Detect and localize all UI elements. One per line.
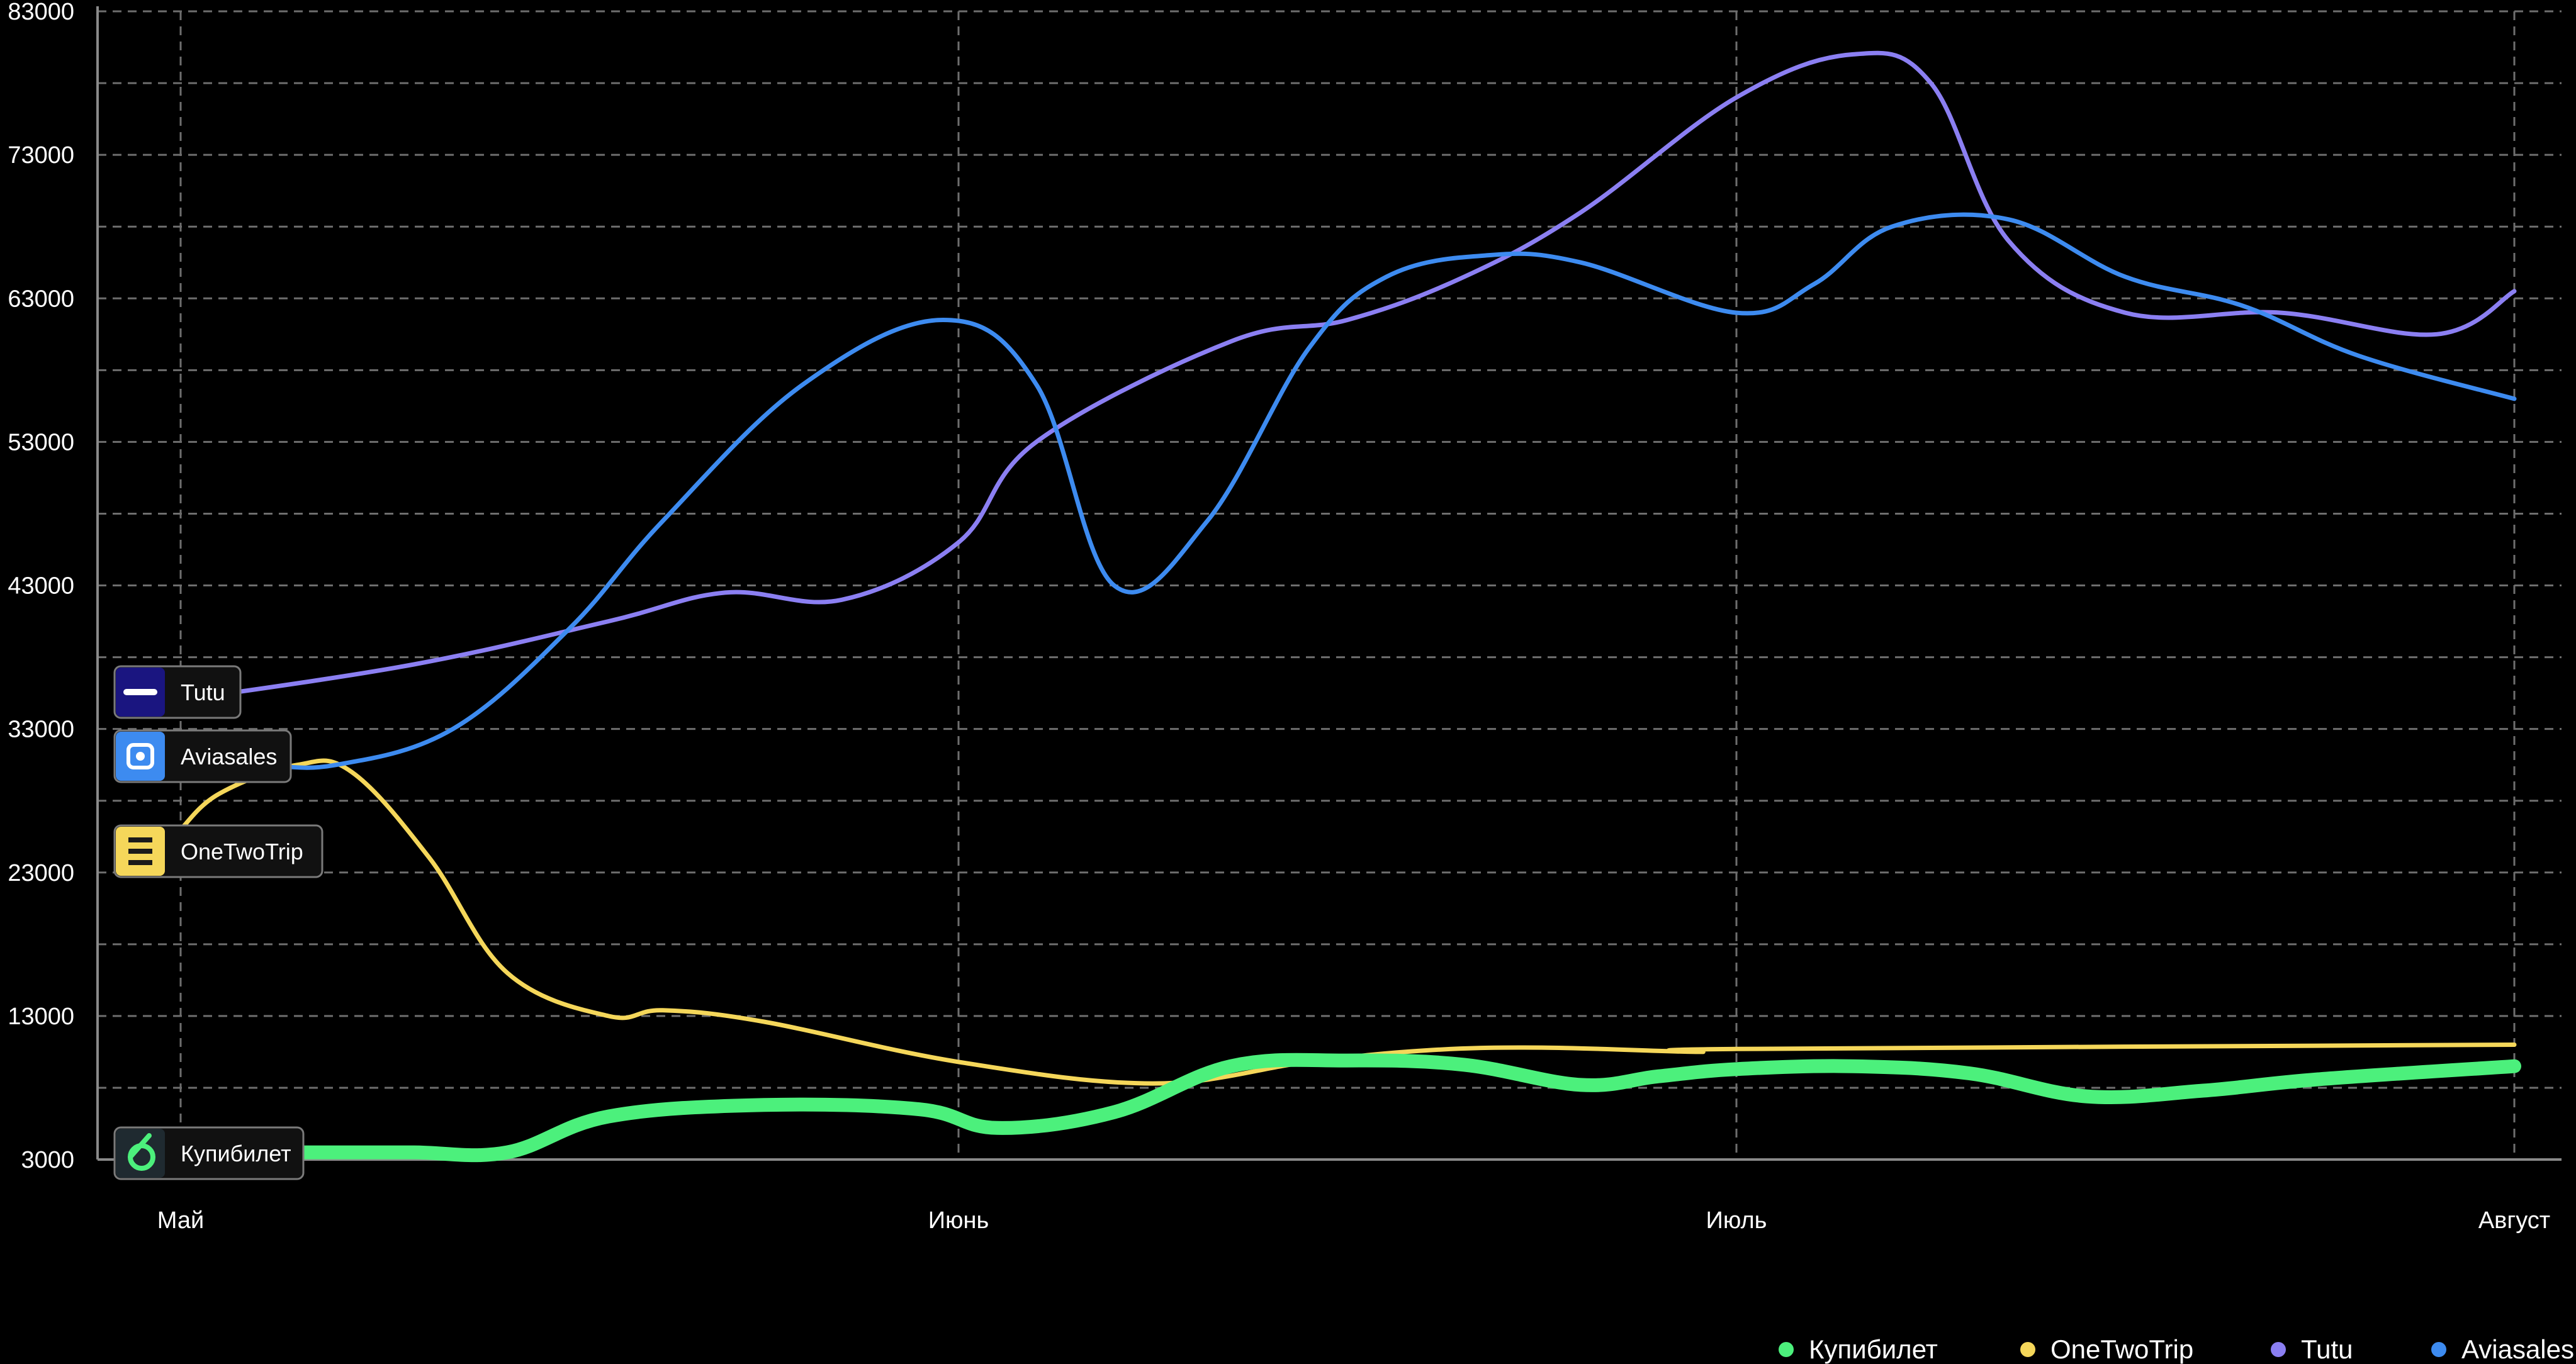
badge-onetwotrip: OneTwoTrip: [113, 824, 323, 878]
y-tick-label: 63000: [8, 286, 74, 312]
badge-label: Tutu: [181, 679, 225, 705]
series-line-onetwotrip: [178, 758, 2517, 1086]
y-tick-label: 43000: [8, 573, 74, 600]
x-tick-label: Июль: [1706, 1207, 1767, 1234]
legend-marker: [1779, 1342, 1794, 1357]
y-tick-label: 13000: [8, 1003, 74, 1030]
onetwotrip-glyph-icon: [128, 837, 152, 842]
y-tick-label: 33000: [8, 717, 74, 743]
onetwotrip-glyph-icon: [128, 860, 152, 865]
y-tick-label: 23000: [8, 860, 74, 886]
series-line-aviasales: [178, 212, 2517, 770]
y-tick-label: 53000: [8, 429, 74, 456]
y-tick-label: 73000: [8, 142, 74, 169]
x-tick-label: Июнь: [928, 1207, 989, 1234]
badge-aviasales: Aviasales: [113, 729, 292, 783]
aviasales-glyph-icon: [127, 743, 154, 769]
legend-marker: [2431, 1342, 2446, 1357]
tutu-glyph-icon: [123, 689, 157, 695]
grid-lines: [98, 10, 2562, 1160]
badge-kupibilet: Купибилет: [113, 1126, 305, 1180]
series-line-tutu: [178, 50, 2517, 703]
x-tick-label: Май: [157, 1207, 204, 1234]
legend: Купибилет OneTwoTrip Tutu Aviasales: [1779, 1334, 2574, 1364]
legend-label: Купибилет: [1809, 1334, 1938, 1364]
legend-item: Tutu: [2271, 1334, 2353, 1364]
badge-label: Купибилет: [181, 1141, 291, 1166]
series-line-kupibilet: [174, 1053, 2521, 1163]
legend-item: OneTwoTrip: [2020, 1334, 2193, 1364]
legend-marker: [2271, 1342, 2286, 1357]
badge-label: Aviasales: [181, 744, 277, 769]
legend-label: OneTwoTrip: [2050, 1334, 2193, 1364]
series-badges: Tutu Aviasales OneTwoTrip Купибилет: [113, 665, 323, 1180]
y-tick-label: 3000: [21, 1147, 74, 1173]
legend-marker: [2020, 1342, 2035, 1357]
badge-label: OneTwoTrip: [181, 839, 303, 864]
legend-label: Tutu: [2301, 1334, 2353, 1364]
onetwotrip-glyph-icon: [128, 849, 152, 854]
badge-tutu: Tutu: [113, 665, 242, 719]
kupibilet-glyph-stroke-icon: [128, 1133, 152, 1160]
aviasales-glyph-dot-icon: [136, 752, 145, 761]
legend-item: Купибилет: [1779, 1334, 1938, 1364]
legend-label: Aviasales: [2461, 1334, 2574, 1364]
legend-item: Aviasales: [2431, 1334, 2574, 1364]
kupibilet-icon: [116, 1129, 165, 1178]
badge-frame: [113, 824, 323, 878]
y-tick-label: 83000: [8, 0, 74, 25]
axes: 3000 13000 23000 33000 43000 53000 63000 73000 8…: [8, 0, 2562, 1234]
x-tick-label: Август: [2478, 1207, 2550, 1234]
series-lines: [174, 50, 2521, 1163]
